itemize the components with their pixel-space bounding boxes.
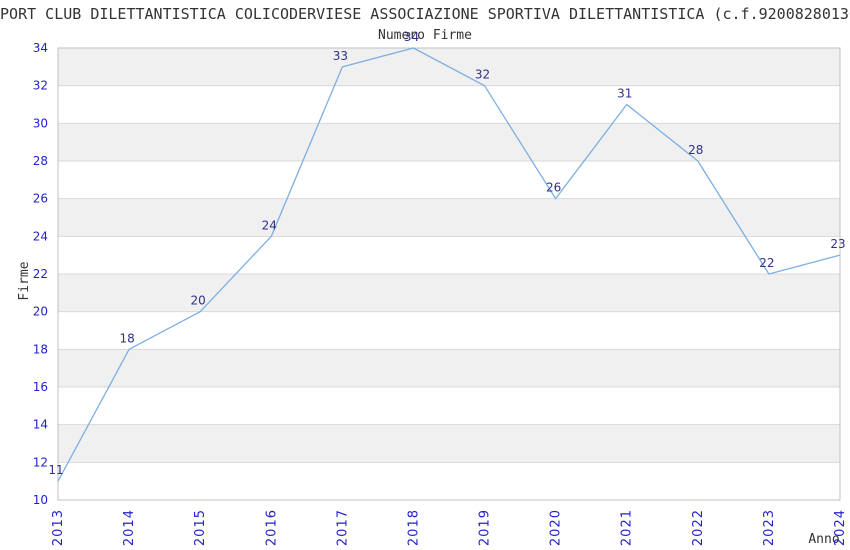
- x-tick-label: 2013: [51, 509, 66, 546]
- x-tick-label: 2014: [122, 509, 137, 546]
- y-tick-label: 10: [33, 493, 48, 507]
- plot-band: [58, 424, 840, 463]
- y-tick-label: 32: [33, 79, 48, 93]
- x-tick-label: 2021: [620, 509, 635, 546]
- point-label: 20: [191, 294, 206, 308]
- y-tick-label: 14: [33, 418, 48, 432]
- point-label: 31: [617, 87, 632, 101]
- point-label: 34: [404, 30, 419, 44]
- x-tick-label: 2016: [264, 509, 279, 546]
- plot-area: 1118202433343226312822231012141618202224…: [33, 30, 848, 546]
- plot-band: [58, 198, 840, 237]
- point-label: 11: [48, 463, 63, 477]
- line-series: [57, 47, 841, 482]
- point-label: 26: [546, 181, 561, 195]
- point-label: 28: [688, 143, 703, 157]
- x-tick-label: 2022: [691, 509, 706, 546]
- x-tick-label: 2018: [406, 509, 421, 546]
- plot-band: [58, 349, 840, 387]
- point-label: 18: [119, 331, 134, 345]
- x-tick-label: 2015: [193, 509, 208, 546]
- y-tick-label: 30: [33, 116, 48, 130]
- plot-band: [58, 274, 840, 312]
- y-tick-label: 12: [33, 455, 48, 469]
- y-tick-label: 22: [33, 267, 48, 281]
- plot-band: [58, 123, 840, 161]
- x-tick-label: 2017: [335, 509, 350, 546]
- y-axis-title: Firme: [17, 261, 32, 300]
- plot-border: [57, 47, 841, 501]
- y-tick-label: 18: [33, 342, 48, 356]
- x-tick-label: 2024: [833, 509, 848, 546]
- point-label: 22: [759, 256, 774, 270]
- y-tick-label: 26: [33, 192, 48, 206]
- page-title: PORT CLUB DILETTANTISTICA COLICODERVIESE…: [0, 5, 850, 23]
- x-axis-title: Anno: [808, 532, 839, 547]
- point-label: 32: [475, 68, 490, 82]
- chart-title: Numero Firme: [378, 28, 472, 43]
- y-tick-label: 28: [33, 154, 48, 168]
- point-label: 24: [262, 218, 277, 232]
- x-tick-label: 2019: [478, 509, 493, 546]
- x-tick-label: 2020: [549, 509, 564, 546]
- y-tick-label: 34: [33, 41, 48, 55]
- point-label: 23: [830, 237, 845, 251]
- y-tick-label: 16: [33, 380, 48, 394]
- x-tick-label: 2023: [762, 509, 777, 546]
- point-label: 33: [333, 49, 348, 63]
- y-tick-label: 24: [33, 229, 48, 243]
- y-tick-label: 20: [33, 305, 48, 319]
